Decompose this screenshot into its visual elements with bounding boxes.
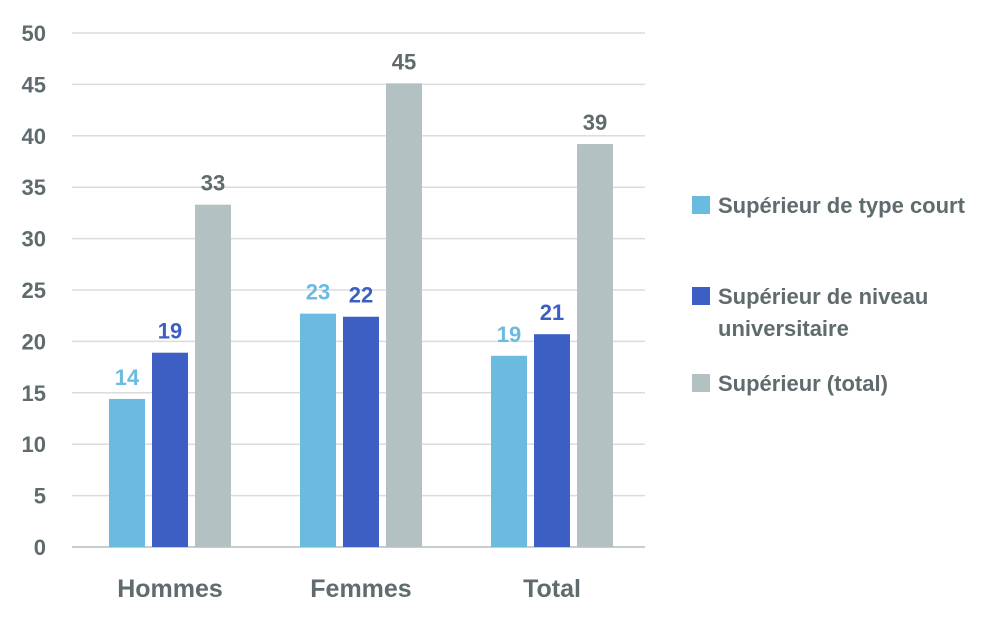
bar	[577, 144, 613, 548]
bar	[300, 313, 336, 547]
x-category-label: Femmes	[310, 575, 411, 603]
data-label: 19	[158, 319, 182, 344]
x-category-label: Total	[523, 575, 581, 603]
y-tick-label: 5	[34, 484, 46, 509]
bar	[109, 398, 145, 547]
bar	[491, 355, 527, 547]
legend-item: Supérieur de type court	[692, 193, 966, 218]
x-axis-categories: Hommes Femmes Total	[117, 575, 581, 603]
bar	[343, 316, 379, 547]
y-tick-label: 15	[22, 381, 46, 406]
y-axis-ticks: 0 5 10 15 20 25 30 35 40 45 50	[22, 21, 46, 560]
data-labels: 14 19 33 23 22 45 19 21 39	[115, 49, 607, 390]
data-label: 19	[497, 322, 521, 347]
y-tick-label: 35	[22, 175, 46, 200]
bar	[534, 334, 570, 547]
x-category-label: Hommes	[117, 575, 223, 603]
bar	[195, 204, 231, 547]
legend-label: Supérieur de type court	[718, 193, 966, 218]
data-label: 23	[306, 280, 330, 305]
data-label: 22	[349, 283, 373, 308]
legend-item: Supérieur (total)	[692, 371, 888, 396]
y-tick-label: 40	[22, 124, 46, 149]
y-tick-label: 25	[22, 278, 46, 303]
legend-label: Supérieur de niveau universitaire	[718, 284, 928, 341]
data-label: 21	[540, 300, 564, 325]
y-tick-label: 45	[22, 72, 46, 97]
legend-swatch	[692, 287, 710, 305]
y-tick-label: 0	[34, 535, 46, 560]
bar	[152, 352, 188, 547]
data-label: 33	[201, 171, 225, 196]
data-label: 39	[583, 110, 607, 135]
legend-item: Supérieur de niveau universitaire	[692, 284, 928, 341]
legend-swatch	[692, 196, 710, 214]
bars	[109, 83, 613, 548]
data-label: 14	[115, 365, 140, 390]
legend: Supérieur de type court Supérieur de nive…	[692, 193, 966, 396]
data-label: 45	[392, 49, 416, 74]
legend-swatch	[692, 374, 710, 392]
y-tick-label: 50	[22, 21, 46, 46]
y-tick-label: 30	[22, 227, 46, 252]
legend-label: Supérieur (total)	[718, 371, 888, 396]
y-tick-label: 20	[22, 329, 46, 354]
bar	[386, 83, 422, 547]
y-tick-label: 10	[22, 432, 46, 457]
